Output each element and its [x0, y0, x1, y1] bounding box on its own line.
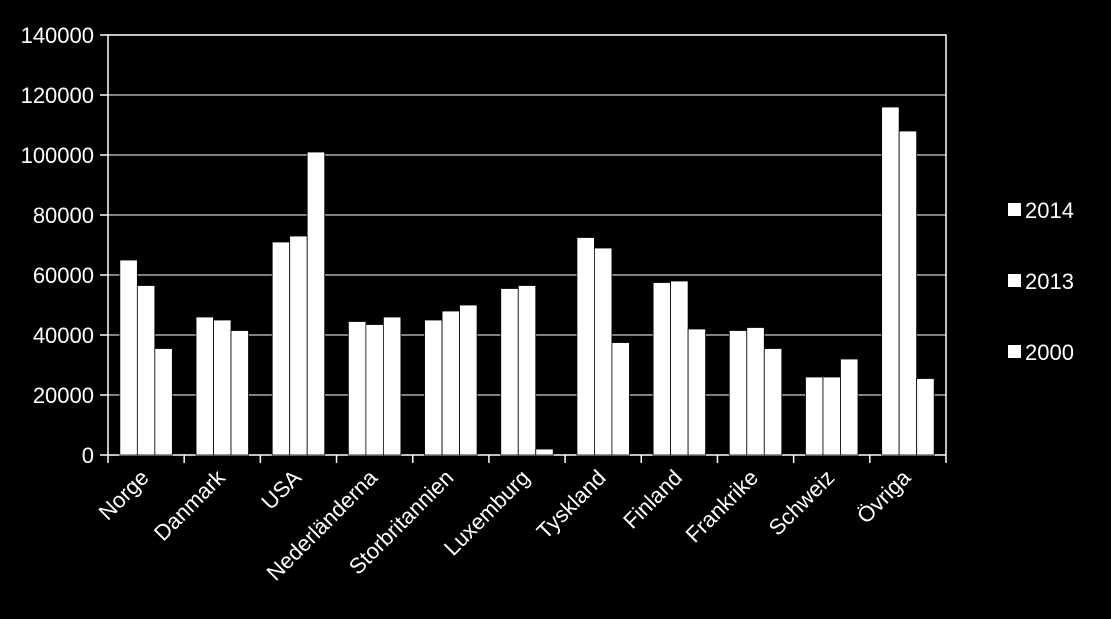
- bar-2000: [687, 328, 707, 456]
- bar-2014: [728, 330, 748, 456]
- bar-2013: [365, 324, 384, 456]
- y-tick-label: 80000: [33, 203, 94, 228]
- bar-2000: [230, 330, 249, 456]
- bar-2000: [611, 342, 630, 456]
- bar-2000: [382, 316, 402, 456]
- bar-2013: [517, 285, 537, 456]
- y-tick-label: 20000: [33, 383, 94, 408]
- category-label: Finland: [618, 465, 687, 534]
- category-label: Danmark: [149, 464, 230, 545]
- bar-2014: [119, 259, 138, 456]
- legend-label: 2014: [1025, 198, 1074, 223]
- bar-2014: [271, 241, 291, 456]
- bar-2014: [881, 106, 900, 456]
- category-label: Frankrike: [681, 465, 764, 548]
- bar-2000: [916, 378, 935, 456]
- bar-2013: [136, 285, 156, 456]
- bar-2013: [213, 319, 232, 456]
- bar-2000: [763, 348, 783, 456]
- bars: [119, 106, 935, 456]
- y-tick-label: 40000: [33, 323, 94, 348]
- bar-2000: [459, 304, 478, 456]
- y-tick-label: 100000: [21, 143, 94, 168]
- y-axis: 0 20000 40000 60000 80000 100000 120000 140000: [21, 23, 108, 468]
- bar-2000: [840, 358, 859, 456]
- bar-2014: [805, 376, 824, 456]
- legend-swatch: [1008, 274, 1021, 287]
- bar-2013: [898, 130, 918, 456]
- bar-2014: [652, 282, 672, 456]
- y-tick-label: 120000: [21, 83, 94, 108]
- category-label: Schweiz: [764, 465, 840, 541]
- bar-2013: [289, 235, 308, 456]
- bar-2013: [441, 310, 460, 456]
- bar-2014: [347, 321, 367, 456]
- y-tick-label: 0: [82, 443, 94, 468]
- bar-2014: [424, 319, 443, 456]
- y-tick-label: 60000: [33, 263, 94, 288]
- bar-2014: [500, 288, 519, 456]
- bar-2013: [594, 247, 613, 456]
- legend-label: 2000: [1025, 340, 1074, 365]
- legend: 2014 2013 2000: [1008, 198, 1074, 365]
- category-label: Tyskland: [532, 465, 611, 544]
- bar-2000: [535, 448, 554, 456]
- bar-2013: [746, 327, 765, 456]
- bar-2000: [154, 348, 173, 456]
- legend-swatch: [1008, 203, 1021, 216]
- bar-2014: [576, 237, 595, 456]
- bar-2014: [195, 316, 214, 456]
- legend-swatch: [1008, 345, 1021, 358]
- category-label: USA: [256, 465, 306, 515]
- bar-2013: [670, 280, 689, 456]
- bar-2013: [822, 376, 841, 456]
- category-label: Norge: [94, 465, 154, 525]
- category-label: Övriga: [852, 464, 916, 528]
- bar-2000: [306, 151, 326, 456]
- y-tick-label: 140000: [21, 23, 94, 48]
- legend-label: 2013: [1025, 269, 1074, 294]
